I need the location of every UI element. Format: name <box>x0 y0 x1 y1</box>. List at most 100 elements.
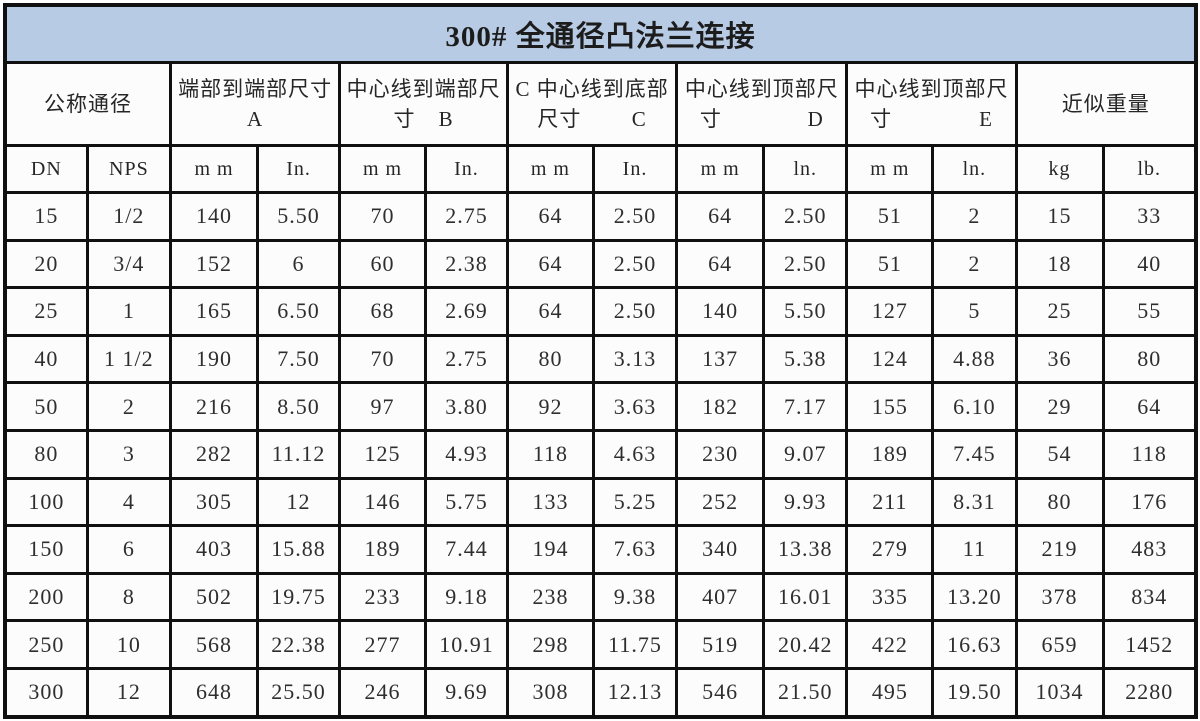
cell: 3.13 <box>591 333 679 385</box>
cell: 22.38 <box>255 619 342 670</box>
col-group-dim-d: 中心线到顶部尺 寸 D <box>675 61 849 147</box>
unit-header-6: m m <box>506 144 595 194</box>
table-title: 300# 全通径凸法兰连接 <box>3 3 1198 64</box>
cell: 13.20 <box>931 571 1018 623</box>
unit-header-0: DN <box>3 144 89 194</box>
cell: 2.50 <box>762 238 849 290</box>
cell: 10 <box>85 619 173 670</box>
cell: 133 <box>506 476 595 528</box>
cell: 1034 <box>1014 666 1105 719</box>
cell: 189 <box>845 428 935 480</box>
cell: 25 <box>3 286 89 337</box>
cell: 1 <box>85 286 173 337</box>
cell: 64 <box>675 191 766 242</box>
table-row: 100 4 305 12 146 5.75 133 5.25 252 9.93 211 8.31 80 1… <box>3 476 1198 528</box>
col-group-approx-weight: 近似重量 <box>1014 61 1198 147</box>
table-row: 40 1 1/2 190 7.50 70 2.75 80 3.13 137 5.38 124 4.88… <box>3 333 1198 385</box>
cell: 279 <box>845 524 935 575</box>
cell: 118 <box>506 428 595 480</box>
group-letter: E <box>979 107 993 131</box>
cell: 246 <box>338 666 427 719</box>
cell: 176 <box>1101 476 1198 528</box>
cell: 125 <box>338 428 427 480</box>
cell: 64 <box>506 238 595 290</box>
unit-header-12: kg <box>1014 144 1105 194</box>
cell: 568 <box>169 619 259 670</box>
cell: 7.17 <box>762 381 849 432</box>
cell: 7.45 <box>931 428 1018 480</box>
cell: 6 <box>85 524 173 575</box>
cell: 60 <box>338 238 427 290</box>
unit-header-5: In. <box>423 144 510 194</box>
cell: 216 <box>169 381 259 432</box>
cell: 15.88 <box>255 524 342 575</box>
cell: 2.75 <box>423 333 510 385</box>
group-letter: C <box>631 107 647 131</box>
cell: 16.63 <box>931 619 1018 670</box>
unit-header-8: m m <box>675 144 766 194</box>
cell: 2.50 <box>591 286 679 337</box>
cell: 4 <box>85 476 173 528</box>
cell: 5.75 <box>423 476 510 528</box>
cell: 8.31 <box>931 476 1018 528</box>
cell: 146 <box>338 476 427 528</box>
cell: 140 <box>675 286 766 337</box>
col-group-dim-b: 中心线到端部尺 寸 B <box>338 61 510 147</box>
cell: 80 <box>3 428 89 480</box>
cell: 9.18 <box>423 571 510 623</box>
cell: 5 <box>931 286 1018 337</box>
cell: 2.69 <box>423 286 510 337</box>
cell: 502 <box>169 571 259 623</box>
cell: 3.80 <box>423 381 510 432</box>
cell: 7.44 <box>423 524 510 575</box>
cell: 1452 <box>1101 619 1198 670</box>
cell: 21.50 <box>762 666 849 719</box>
cell: 15 <box>3 191 89 242</box>
cell: 252 <box>675 476 766 528</box>
cell: 127 <box>845 286 935 337</box>
cell: 9.38 <box>591 571 679 623</box>
cell: 200 <box>3 571 89 623</box>
cell: 64 <box>506 286 595 337</box>
cell: 2.75 <box>423 191 510 242</box>
cell: 9.07 <box>762 428 849 480</box>
unit-header-7: In. <box>591 144 679 194</box>
cell: 97 <box>338 381 427 432</box>
cell: 7.63 <box>591 524 679 575</box>
cell: 70 <box>338 191 427 242</box>
cell: 190 <box>169 333 259 385</box>
cell: 140 <box>169 191 259 242</box>
cell: 238 <box>506 571 595 623</box>
cell: 403 <box>169 524 259 575</box>
cell: 18 <box>1014 238 1105 290</box>
unit-header-4: m m <box>338 144 427 194</box>
cell: 80 <box>1101 333 1198 385</box>
cell: 378 <box>1014 571 1105 623</box>
cell: 64 <box>506 191 595 242</box>
cell: 5.50 <box>255 191 342 242</box>
unit-header-9: ln. <box>762 144 849 194</box>
cell: 340 <box>675 524 766 575</box>
table-row: 20 3/4 152 6 60 2.38 64 2.50 64 2.50 51 2 18 40 <box>3 238 1198 290</box>
cell: 36 <box>1014 333 1105 385</box>
cell: 51 <box>845 191 935 242</box>
cell: 29 <box>1014 381 1105 432</box>
cell: 25 <box>1014 286 1105 337</box>
cell: 20 <box>3 238 89 290</box>
group-label: 公称通径 <box>44 91 133 116</box>
cell: 5.50 <box>762 286 849 337</box>
cell: 834 <box>1101 571 1198 623</box>
unit-header-row: DN NPS m m In. m m In. m m In. m m ln. m m ln. kg lb. <box>3 144 1198 194</box>
group-header-row: 公称通径 端部到端部尺寸 A 中心线到端部尺 寸 B C 中心线到底部 <box>3 61 1198 147</box>
group-label: 近似重量 <box>1061 91 1150 116</box>
group-label: C 中心线到底部 <box>515 76 669 101</box>
cell: 19.75 <box>255 571 342 623</box>
group-letter: D <box>807 107 824 131</box>
cell: 11.75 <box>591 619 679 670</box>
cell: 55 <box>1101 286 1198 337</box>
cell: 194 <box>506 524 595 575</box>
cell: 19.50 <box>931 666 1018 719</box>
cell: 282 <box>169 428 259 480</box>
cell: 20.42 <box>762 619 849 670</box>
cell: 152 <box>169 238 259 290</box>
